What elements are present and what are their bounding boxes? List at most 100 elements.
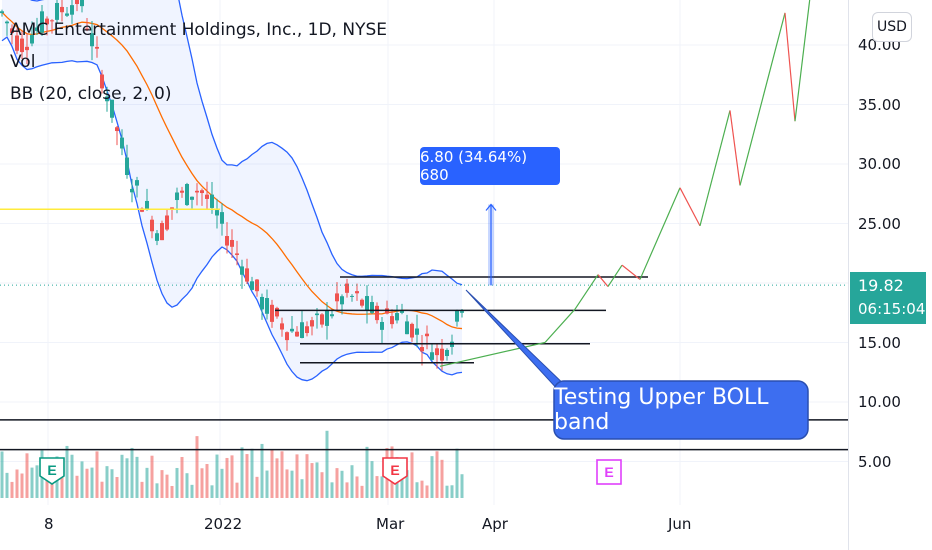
volume-bar xyxy=(455,448,459,498)
candle-body xyxy=(145,200,149,209)
volume-bar xyxy=(30,467,34,498)
candle-body xyxy=(360,299,364,306)
projection-segment xyxy=(574,274,599,310)
candle-body xyxy=(40,11,44,33)
candle-body xyxy=(375,305,379,321)
candle-body xyxy=(420,347,424,352)
candle-body xyxy=(240,266,244,275)
time-tick-label: Apr xyxy=(482,515,508,533)
candle-body xyxy=(325,310,329,326)
candle-body xyxy=(355,291,359,294)
volume-bar xyxy=(120,454,124,498)
volume-bar xyxy=(15,469,19,498)
volume-bar xyxy=(440,459,444,498)
symbol-title[interactable]: AMC Entertainment Holdings, Inc., 1D, NY… xyxy=(10,20,387,40)
candle-body xyxy=(205,194,209,199)
volume-bar xyxy=(130,447,134,498)
candle-body xyxy=(155,233,159,241)
measure-label[interactable]: 6.80 (34.64%) 680 xyxy=(420,147,560,185)
candle-body xyxy=(350,295,354,297)
volume-bar xyxy=(85,468,89,498)
candle-body xyxy=(415,328,419,335)
volume-bar xyxy=(265,470,269,498)
candle-body xyxy=(310,320,314,327)
time-tick-label: 2022 xyxy=(204,515,243,533)
volume-bar xyxy=(225,457,229,498)
projection-segment xyxy=(739,12,786,186)
volume-bar xyxy=(335,468,339,498)
volume-bar xyxy=(105,466,109,498)
candle-body xyxy=(60,6,64,13)
candle-body xyxy=(180,190,184,193)
volume-bar xyxy=(420,480,424,498)
volume-bar xyxy=(200,468,204,498)
volume-bar xyxy=(205,464,209,498)
candle-body xyxy=(220,212,224,224)
volume-bar xyxy=(350,465,354,498)
projection-segment xyxy=(679,187,701,227)
earnings-marker-1[interactable]: E xyxy=(40,458,64,482)
last-price-tag: 19.82 06:15:04 xyxy=(850,272,926,324)
candle-body xyxy=(395,313,399,321)
candle-body xyxy=(105,96,109,102)
candle-body xyxy=(335,293,339,302)
volume-bar xyxy=(0,451,4,498)
volume-bar xyxy=(175,467,179,498)
time-tick-label: Jun xyxy=(668,515,692,533)
callout-pointer xyxy=(465,289,574,393)
candle-body xyxy=(210,194,214,208)
volume-bar xyxy=(155,483,159,498)
volume-bar xyxy=(315,462,319,498)
volume-bar xyxy=(380,476,384,498)
earnings-badge xyxy=(39,457,65,485)
candle-body xyxy=(225,236,229,246)
candle-body xyxy=(295,331,299,337)
candle-body xyxy=(260,296,264,310)
candle-body xyxy=(25,46,29,51)
volume-bar xyxy=(415,482,419,498)
earnings-badge-upcoming xyxy=(596,459,622,485)
measure-arrow-head xyxy=(485,203,497,211)
candle-body xyxy=(140,208,144,212)
volume-bar xyxy=(320,472,324,498)
volume-bar xyxy=(80,461,84,498)
volume-bar xyxy=(325,430,329,498)
callout-text[interactable]: Testing Upper BOLL band xyxy=(554,385,769,435)
volume-bar xyxy=(370,461,374,498)
candle-body xyxy=(455,310,459,322)
candle-body xyxy=(30,35,34,44)
earnings-letter: E xyxy=(604,464,614,480)
candle-body xyxy=(115,127,119,132)
candle-body xyxy=(425,333,429,337)
currency-button[interactable]: USD xyxy=(872,12,912,42)
projection-segment xyxy=(784,12,796,122)
volume-bar xyxy=(125,458,129,498)
earnings-marker-2[interactable]: E xyxy=(383,458,407,482)
earnings-marker-3[interactable]: E xyxy=(597,460,621,484)
candle-body xyxy=(405,321,409,335)
candle-body xyxy=(100,74,104,89)
bollinger-upper-band xyxy=(29,0,463,286)
candle-body xyxy=(175,192,179,201)
volume-indicator-label[interactable]: Vol xyxy=(10,52,36,72)
bar-countdown: 06:15:04 xyxy=(858,300,926,318)
volume-bar xyxy=(220,468,224,498)
candle-body xyxy=(110,99,114,118)
volume-bar xyxy=(410,452,414,498)
volume-bar xyxy=(180,457,184,498)
volume-bar xyxy=(150,455,154,498)
volume-bar xyxy=(300,479,304,498)
volume-bar xyxy=(280,451,284,498)
volume-bar xyxy=(425,485,429,498)
bollinger-indicator-label[interactable]: BB (20, close, 2, 0) xyxy=(10,84,172,104)
candle-body xyxy=(320,314,324,325)
volume-bar xyxy=(360,485,364,498)
volume-bar xyxy=(355,476,359,498)
candle-body xyxy=(370,302,374,313)
volume-bar xyxy=(35,465,39,498)
candle-body xyxy=(315,313,319,316)
price-tick-label: 15.00 xyxy=(858,333,901,352)
volume-bar xyxy=(345,482,349,498)
